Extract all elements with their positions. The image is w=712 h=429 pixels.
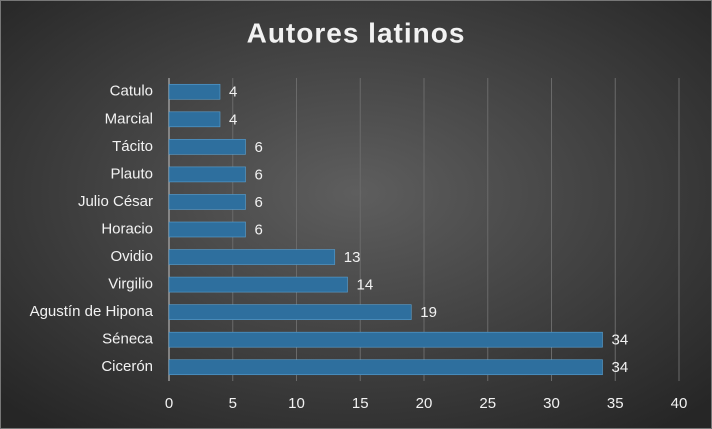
bar: [168, 359, 603, 376]
y-tick-label: Séneca: [102, 331, 154, 348]
y-tick-label: Agustín de Hipona: [30, 303, 154, 320]
x-tick-label: 0: [165, 395, 173, 412]
y-tick-label: Julio César: [78, 193, 153, 210]
bar: [168, 249, 336, 265]
x-tick-label: 5: [229, 395, 237, 412]
x-tick-label: 15: [352, 395, 369, 412]
bar: [168, 304, 412, 320]
y-tick-label: Tácito: [112, 138, 153, 155]
data-label: 14: [357, 277, 374, 294]
bar: [168, 221, 246, 238]
chart-title: Autores latinos: [247, 17, 466, 48]
bar: [168, 194, 246, 210]
y-tick-label: Plauto: [110, 165, 153, 182]
x-tick-label: 25: [479, 395, 496, 412]
data-label: 4: [229, 84, 237, 101]
bar: [168, 276, 348, 293]
bar: [168, 166, 246, 183]
data-label: 4: [229, 111, 237, 128]
x-tick-label: 40: [671, 395, 688, 412]
y-tick-label: Cicerón: [101, 358, 153, 375]
data-label: 13: [344, 249, 361, 266]
bar: [168, 139, 246, 155]
bar: [168, 83, 221, 100]
data-label: 6: [255, 166, 263, 183]
y-tick-label: Ovidio: [110, 248, 153, 265]
x-tick-label: 20: [416, 395, 433, 412]
y-tick-label: Marcial: [105, 110, 153, 127]
y-tick-label: Virgilio: [108, 276, 153, 293]
y-tick-label: Catulo: [110, 83, 153, 100]
x-tick-label: 35: [607, 395, 624, 412]
data-label: 6: [255, 139, 263, 156]
data-label: 34: [612, 359, 629, 376]
bar: [168, 111, 221, 128]
data-label: 19: [420, 304, 437, 321]
x-tick-label: 10: [288, 395, 305, 412]
bar: [168, 331, 603, 348]
data-label: 34: [612, 332, 629, 349]
x-tick-label: 30: [543, 395, 560, 412]
data-label: 6: [255, 194, 263, 211]
data-label: 6: [255, 221, 263, 238]
y-tick-label: Horacio: [101, 220, 153, 237]
